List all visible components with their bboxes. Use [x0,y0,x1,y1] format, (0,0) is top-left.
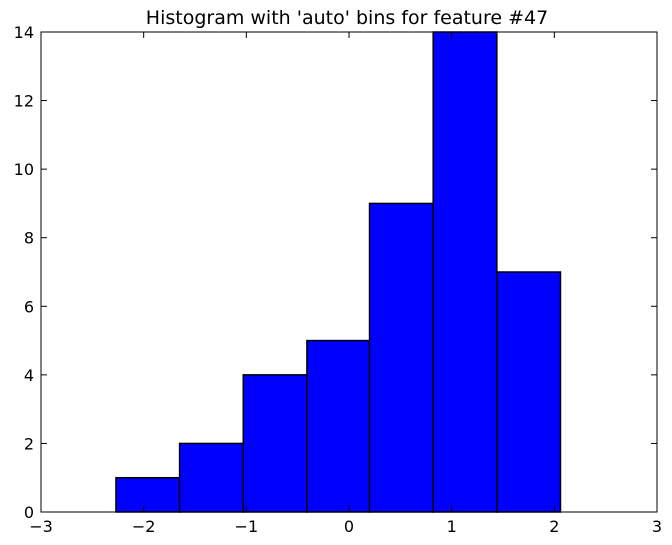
x-tick-label: 1 [447,517,457,536]
histogram-bar-7 [496,271,562,513]
chart-title: Histogram with 'auto' bins for feature #… [146,7,548,29]
bars-group [115,31,562,513]
x-tick-label: −1 [235,517,259,536]
y-tick-label: 6 [24,297,34,316]
y-tick-label: 10 [14,160,34,179]
y-tick-label: 0 [24,503,34,522]
y-tick-label: 4 [24,366,34,385]
y-tick-label: 2 [24,434,34,453]
y-tick-label: 14 [14,23,34,42]
x-tick-label: −3 [29,517,53,536]
histogram-bar-2 [178,442,245,513]
histogram-bar-4 [306,339,371,513]
y-tick-label: 12 [14,92,34,111]
ticks-group [40,31,658,513]
histogram-bar-1 [115,476,181,513]
x-tick-label: −2 [132,517,156,536]
x-tick-label: 2 [549,517,559,536]
y-tick-label: 8 [24,229,34,248]
x-tick-label: 0 [344,517,354,536]
histogram-bar-3 [242,374,308,513]
x-tick-label: 3 [652,517,662,536]
histogram-bar-5 [368,202,434,513]
histogram-bar-6 [432,31,498,513]
